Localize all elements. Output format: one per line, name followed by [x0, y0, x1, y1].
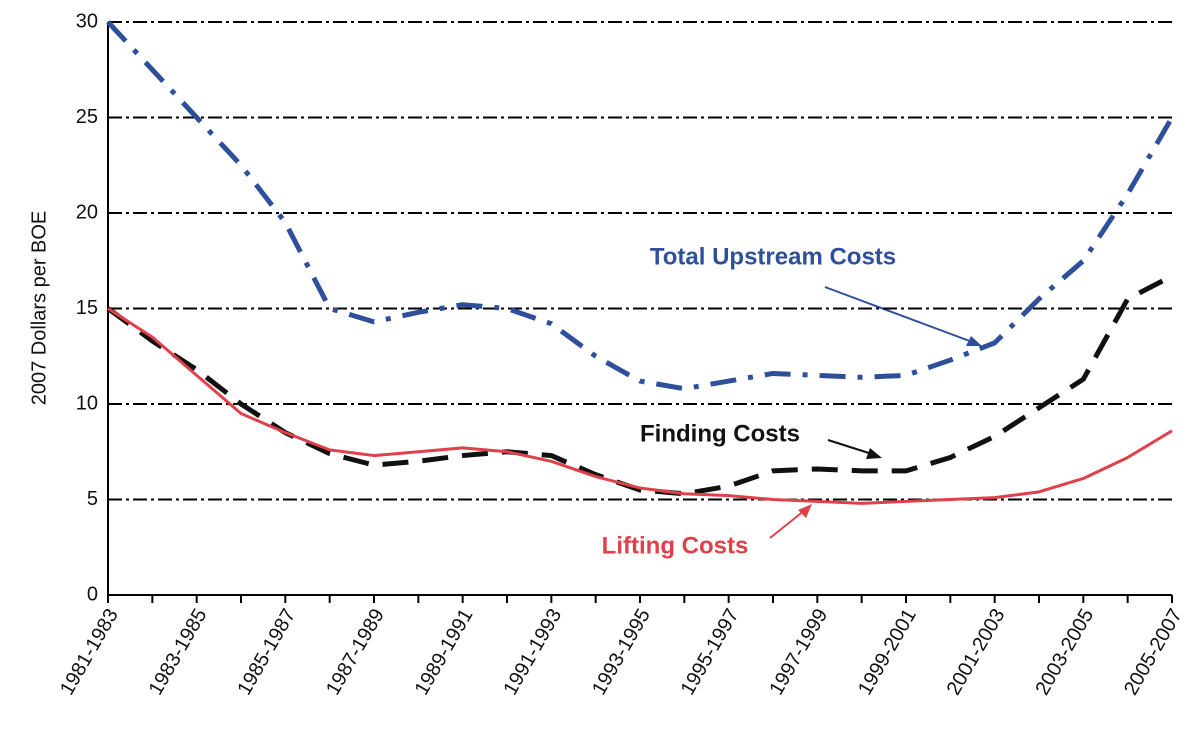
x-tick-label: 2001-2003 — [943, 605, 1010, 699]
y-tick-label: 30 — [76, 10, 98, 32]
arrow — [769, 509, 806, 539]
y-tick-label: 15 — [76, 297, 98, 319]
y-tick-label: 0 — [87, 583, 98, 605]
x-tick-label: 1981-1983 — [56, 605, 123, 699]
x-tick-label: 1987-1989 — [322, 605, 389, 699]
arrow — [824, 286, 976, 344]
series-label: Lifting Costs — [602, 532, 749, 559]
series-line — [106, 20, 1175, 392]
x-tick-label: 1997-1999 — [765, 605, 832, 699]
x-tick-label: 1983-1985 — [145, 605, 212, 699]
arrowhead — [866, 448, 882, 459]
y-tick-label: 10 — [76, 392, 98, 414]
y-axis-label: 2007 Dollars per BOE — [28, 211, 50, 406]
x-tick-label: 1985-1987 — [233, 605, 300, 699]
x-tick-label: 1991-1993 — [499, 605, 566, 699]
series-line — [107, 307, 1173, 505]
y-tick-label: 5 — [87, 488, 98, 510]
annotation-arrows — [769, 286, 982, 539]
x-tick-label: 1993-1995 — [588, 605, 655, 699]
x-tick-label: 2003-2005 — [1031, 605, 1098, 699]
arrow — [827, 439, 873, 455]
x-tick-label: 2005-2007 — [1120, 605, 1187, 699]
series-label: Total Upstream Costs — [650, 243, 896, 270]
arrowhead — [798, 504, 812, 518]
arrowhead — [966, 336, 982, 346]
x-tick-label: 1989-1991 — [411, 605, 478, 699]
x-tick-label: 1999-2001 — [854, 605, 921, 699]
y-tick-label: 25 — [76, 106, 98, 128]
series-label: Finding Costs — [640, 420, 800, 447]
y-tick-label: 20 — [76, 201, 98, 223]
x-tick-label: 1995-1997 — [677, 605, 744, 699]
